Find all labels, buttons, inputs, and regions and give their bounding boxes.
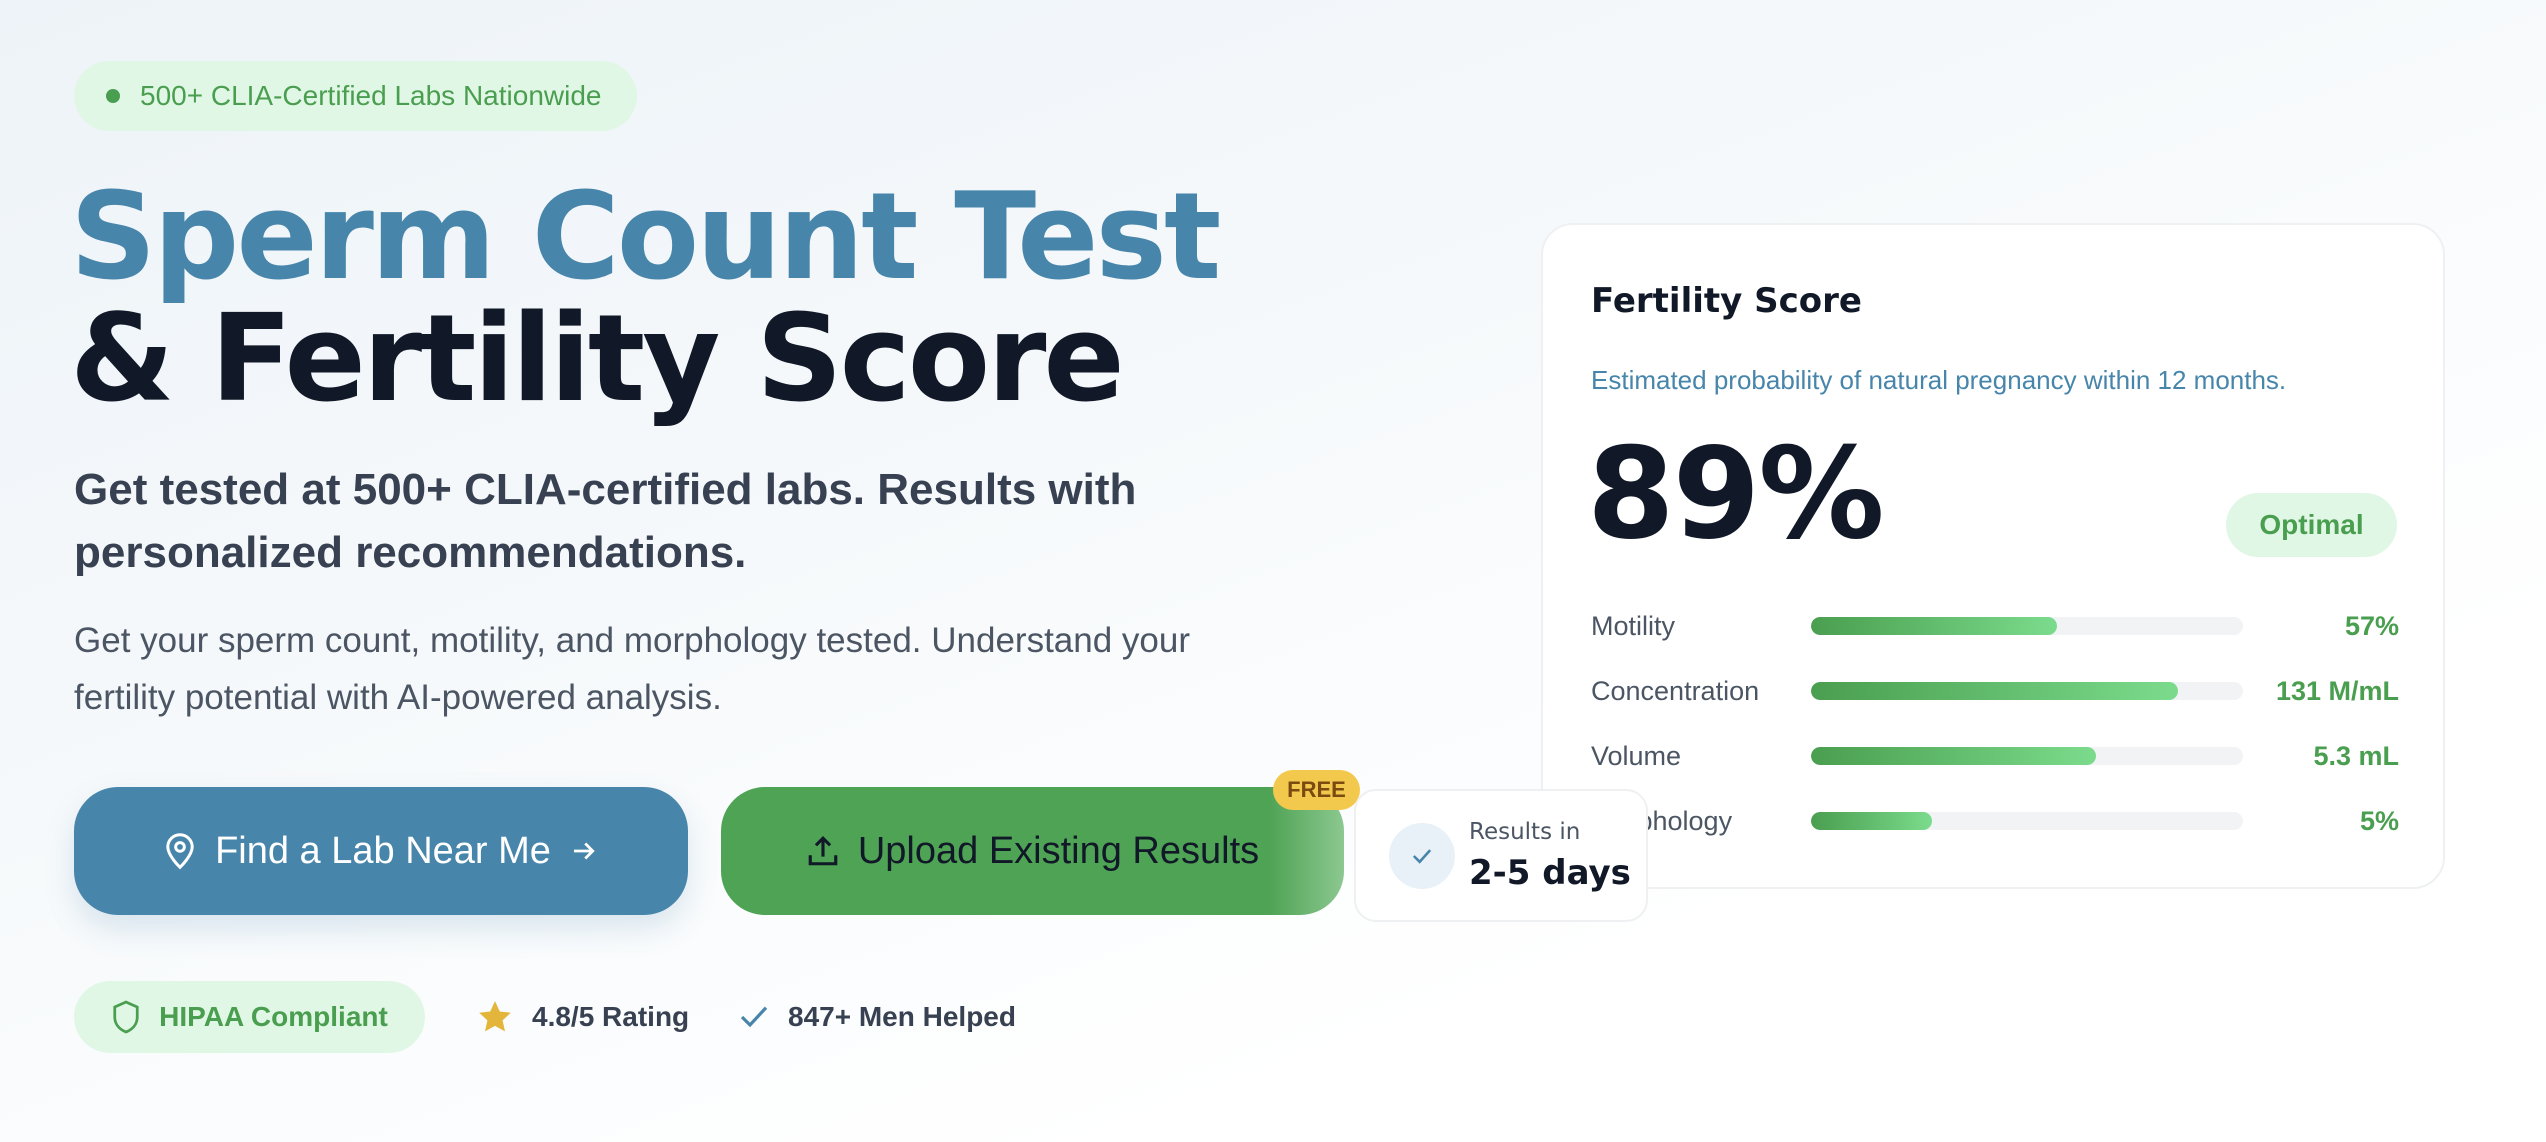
metric-bar: [1811, 812, 2243, 830]
metric-row: Morphology 5%: [1591, 801, 2399, 841]
metric-row: Volume 5.3 mL: [1591, 736, 2399, 776]
metric-label: Volume: [1591, 740, 1682, 771]
results-time-label: Results in: [1469, 819, 1581, 845]
rating-label: 4.8/5 Rating: [532, 1001, 690, 1032]
metric-bar: [1811, 747, 2243, 765]
metric-bar: [1811, 682, 2243, 700]
map-pin-icon: [166, 833, 194, 870]
metric-bar-fill: [1811, 812, 1932, 830]
metric-value: 5.3 mL: [2313, 740, 2399, 771]
metric-bar-fill: [1811, 747, 2097, 765]
page-title-line1: Sperm Count Test: [70, 168, 1221, 307]
card-description: Estimated probability of natural pregnan…: [1591, 365, 2287, 395]
find-lab-button[interactable]: Find a Lab Near Me: [74, 787, 688, 915]
arrow-right-icon: [573, 842, 595, 860]
results-time-value: 2-5 days: [1469, 853, 1631, 893]
metric-value: 131 M/mL: [2275, 675, 2399, 706]
hipaa-label: HIPAA Compliant: [159, 1001, 388, 1032]
metric-label: Motility: [1591, 610, 1676, 641]
card-title: Fertility Score: [1591, 281, 1862, 321]
metric-value: 5%: [2359, 805, 2399, 836]
check-icon: [740, 1006, 768, 1028]
metric-bar-fill: [1811, 617, 2058, 635]
metric-bar-fill: [1811, 682, 2179, 700]
rating: 4.8/5 Rating: [476, 981, 689, 1053]
check-icon: [1389, 823, 1455, 889]
status-badge: Optimal: [2226, 493, 2397, 557]
men-helped: 847+ Men Helped: [738, 981, 1016, 1053]
metric-row: Motility 57%: [1591, 606, 2399, 646]
find-lab-label: Find a Lab Near Me: [215, 829, 551, 872]
fertility-score-card: Fertility Score Estimated probability of…: [1541, 223, 2445, 889]
upload-results-button[interactable]: Upload Existing Results: [721, 787, 1344, 915]
results-time-card: Results in 2-5 days: [1354, 789, 1648, 922]
labs-badge-text: 500+ CLIA-Certified Labs Nationwide: [140, 80, 602, 111]
hipaa-badge: HIPAA Compliant: [74, 981, 425, 1053]
page-title-line2: & Fertility Score: [70, 290, 1125, 429]
fertility-score-value: 89%: [1587, 420, 1885, 567]
metric-label: Concentration: [1591, 675, 1760, 706]
metric-row: Concentration 131 M/mL: [1591, 671, 2399, 711]
hero-description: Get your sperm count, motility, and morp…: [74, 621, 1191, 717]
metric-bar: [1811, 617, 2243, 635]
hero-subtitle: Get tested at 500+ CLIA-certified labs. …: [74, 465, 1137, 577]
labs-badge: 500+ CLIA-Certified Labs Nationwide: [74, 61, 637, 131]
dot-icon: [106, 89, 120, 103]
men-helped-label: 847+ Men Helped: [788, 1001, 1016, 1032]
upload-results-label: Upload Existing Results: [857, 829, 1260, 872]
shield-icon: [113, 1000, 139, 1034]
free-badge: FREE: [1273, 770, 1360, 810]
star-icon: [479, 1001, 511, 1032]
metric-value: 57%: [2344, 610, 2399, 641]
upload-icon: [808, 836, 838, 866]
